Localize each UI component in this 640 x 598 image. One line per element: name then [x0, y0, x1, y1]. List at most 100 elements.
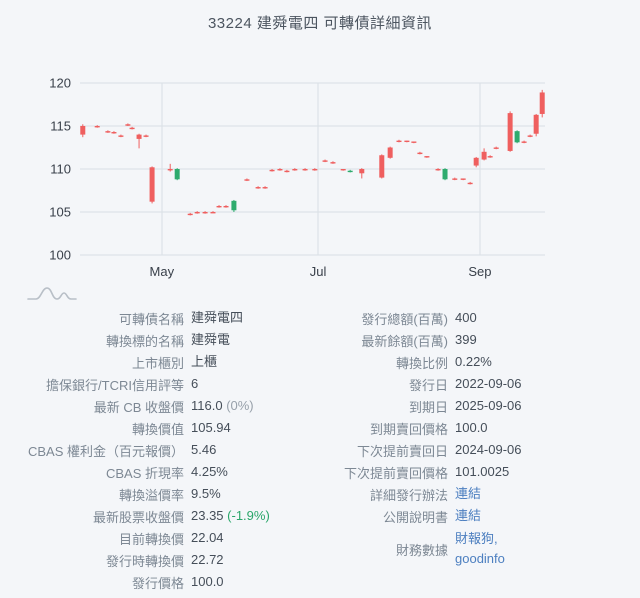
candle — [118, 135, 124, 137]
candle — [404, 140, 410, 143]
y-tick-label: 110 — [50, 162, 71, 177]
candle — [322, 160, 328, 162]
detail-label: 到期日 — [408, 399, 448, 415]
detail-label: 上市櫃別 — [131, 355, 184, 371]
candle — [277, 169, 283, 171]
detail-value[interactable]: 連結 — [455, 506, 625, 526]
detail-value: 22.72 — [191, 550, 322, 570]
detail-label: 最新餘額(百萬) — [361, 333, 448, 349]
candle — [481, 151, 487, 160]
candle — [125, 124, 131, 126]
detail-value-text: 建舜電四 — [191, 310, 244, 325]
candle — [187, 213, 193, 216]
detail-row: 轉換標的名稱 建舜電 — [20, 329, 322, 351]
x-tick-label: Sep — [468, 264, 491, 279]
detail-label: 發行日 — [408, 377, 448, 393]
candle — [111, 132, 117, 134]
candle — [149, 167, 155, 202]
detail-row: 發行時轉換價 22.72 — [20, 549, 322, 571]
detail-row: 上市櫃別 上櫃 — [20, 351, 322, 373]
y-tick-label: 100 — [49, 248, 71, 263]
detail-value: 23.35 (-1.9%) — [191, 506, 322, 526]
detail-value: 2022-09-06 — [455, 374, 625, 394]
candle — [467, 182, 473, 185]
candle — [424, 156, 430, 158]
detail-label: 轉換標的名稱 — [105, 333, 184, 349]
detail-value-text: 0.22% — [455, 354, 492, 369]
candle — [312, 169, 318, 171]
candle — [507, 113, 513, 151]
candle — [452, 178, 458, 180]
detail-value-text: 22.04 — [191, 530, 224, 545]
detail-value-text: 101.0025 — [455, 464, 510, 479]
detail-row: 最新餘額(百萬) 399 — [330, 329, 625, 351]
candle — [533, 114, 539, 134]
detail-link[interactable]: 財報狗, — [455, 531, 498, 546]
detail-row: 下次提前賣回日 2024-09-06 — [330, 439, 625, 461]
detail-value: 116.0 (0%) — [191, 396, 322, 416]
detail-value: 22.04 — [191, 528, 322, 548]
detail-row: 詳細發行辦法 連結 — [330, 483, 625, 505]
detail-value: 上櫃 — [191, 352, 322, 372]
detail-row: 可轉債名稱 建舜電四 — [20, 307, 322, 329]
candle — [493, 147, 499, 149]
detail-label: CBAS 權利金（百元報價） — [27, 443, 184, 459]
candle — [255, 187, 261, 189]
detail-value: 2024-09-06 — [455, 440, 625, 460]
candle — [223, 205, 229, 208]
candle — [194, 212, 200, 214]
detail-value-text: 2024-09-06 — [455, 442, 522, 457]
detail-value-text: 6 — [191, 376, 199, 391]
candle — [347, 170, 353, 173]
detail-value-text: 4.25% — [191, 464, 228, 479]
candle — [231, 200, 237, 211]
candle — [460, 178, 466, 180]
detail-row: 目前轉換價 22.04 — [20, 527, 322, 549]
detail-value-text: 399 — [455, 332, 477, 347]
candle — [262, 187, 268, 189]
detail-row: 轉換價值 105.94 — [20, 417, 322, 439]
detail-value[interactable]: 連結 — [455, 484, 625, 504]
detail-value: 建舜電四 — [191, 308, 322, 328]
detail-row: 到期日 2025-09-06 — [330, 395, 625, 417]
detail-label: 轉換比例 — [395, 355, 448, 371]
detail-value-text: 5.46 — [191, 442, 217, 457]
candle — [94, 126, 100, 128]
y-axis-labels: 100 105 110 115 120 — [49, 76, 71, 263]
detail-value-text: 9.5% — [191, 486, 221, 501]
detail-value: 建舜電 — [191, 330, 322, 350]
detail-value-text: 400 — [455, 310, 477, 325]
x-tick-label: Jul — [310, 264, 327, 279]
candle — [269, 169, 275, 172]
detail-value-text: 116.0 — [191, 398, 223, 413]
detail-value-text: 100.0 — [455, 420, 488, 435]
detail-label: CBAS 折現率 — [105, 465, 184, 481]
candle — [244, 179, 250, 181]
detail-link[interactable]: 連結 — [455, 508, 482, 523]
detail-label: 轉換價值 — [131, 421, 184, 437]
candle — [330, 162, 336, 164]
detail-value-text: 100.0 — [191, 574, 224, 589]
candle — [302, 169, 308, 171]
detail-value: 6 — [191, 374, 322, 394]
candle — [435, 169, 441, 171]
price-chart: 100 105 110 115 120 May Jul Sep — [0, 58, 640, 286]
candle — [514, 131, 520, 143]
detail-value: 0.22% — [455, 352, 625, 372]
detail-link[interactable]: 連結 — [455, 486, 482, 501]
detail-value[interactable]: 財報狗, goodinfo — [455, 529, 625, 569]
detail-value-text: 2025-09-06 — [455, 398, 522, 413]
detail-value: 9.5% — [191, 484, 322, 504]
candle — [411, 141, 417, 143]
detail-link[interactable]: goodinfo — [455, 551, 505, 566]
x-tick-label: May — [150, 264, 175, 279]
detail-label: 目前轉換價 — [118, 531, 184, 547]
detail-value: 101.0025 — [455, 462, 625, 482]
candle — [216, 205, 222, 208]
detail-label: 最新 CB 收盤價 — [93, 399, 184, 415]
detail-label: 可轉債名稱 — [118, 311, 184, 327]
candle — [487, 156, 493, 158]
x-axis-labels: May Jul Sep — [150, 264, 492, 279]
detail-value: 105.94 — [191, 418, 322, 438]
